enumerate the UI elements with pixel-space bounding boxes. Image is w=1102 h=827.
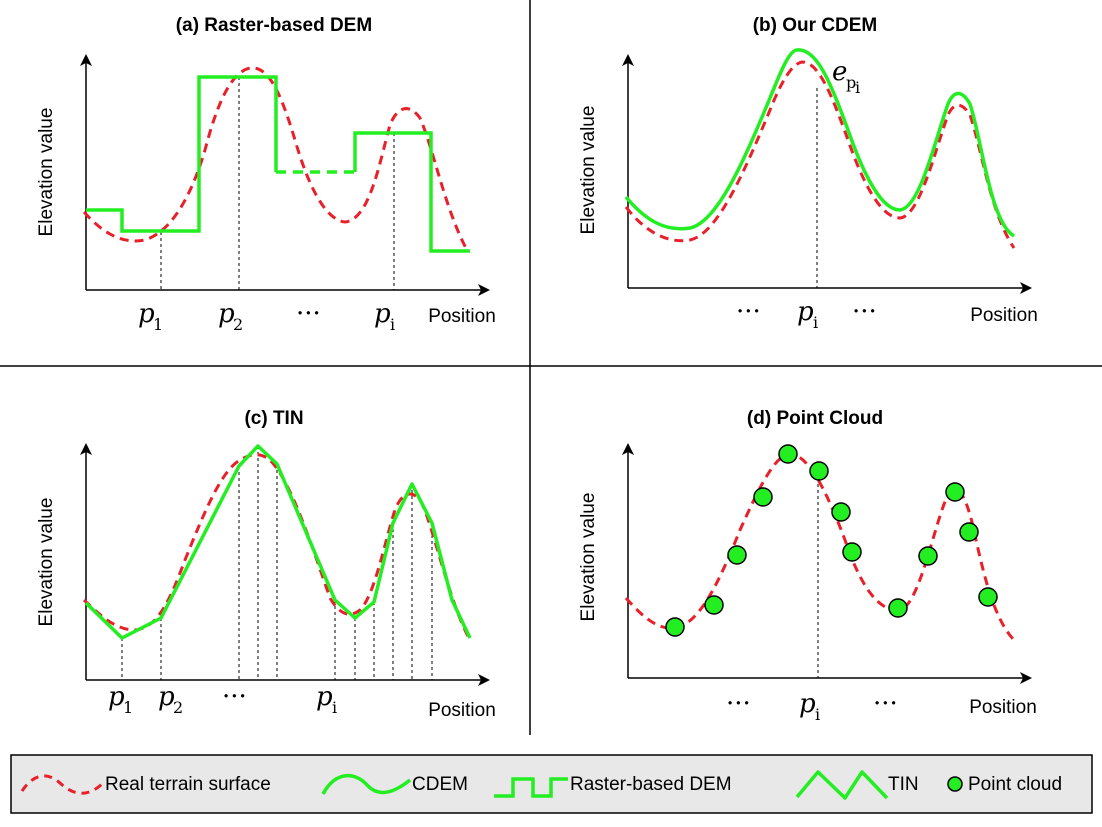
svg-text:i: i xyxy=(813,313,818,332)
panel-a: (a) Raster-based DEM Elevation value Pos… xyxy=(36,15,496,334)
point-cloud-marker xyxy=(959,522,979,542)
panel-b-tick-ellipsis-left: ··· xyxy=(736,297,761,327)
svg-text:p: p xyxy=(316,682,333,712)
panel-c-drop-lines xyxy=(121,446,433,680)
panel-c-title: (c) TIN xyxy=(244,408,303,429)
svg-text:p: p xyxy=(158,682,175,712)
panel-a-drop-lines xyxy=(160,77,395,290)
panel-b-real-terrain-curve xyxy=(624,60,1016,249)
point-cloud-marker xyxy=(888,598,908,618)
panel-b-xlabel: Position xyxy=(970,305,1038,326)
panel-d-tick-ellipsis-right: ··· xyxy=(873,689,898,719)
legend-cdem-swatch xyxy=(321,773,412,795)
legend-cdem-label: CDEM xyxy=(412,774,468,795)
point-cloud-marker xyxy=(945,482,965,502)
panel-b-tick-ellipsis-right: ··· xyxy=(852,297,877,327)
panel-c-xlabel: Position xyxy=(428,700,496,721)
panel-a-tick-p1: p1 xyxy=(138,299,163,334)
legend-point-cloud-swatch xyxy=(947,776,963,792)
panel-d-tick-ellipsis-left: ··· xyxy=(726,689,751,719)
point-cloud-marker xyxy=(704,595,724,615)
svg-text:i: i xyxy=(815,705,820,724)
point-cloud-marker xyxy=(753,487,773,507)
legend-real-terrain-label: Real terrain surface xyxy=(105,774,271,795)
legend-tin-swatch xyxy=(795,770,889,800)
panel-b-title: (b) Our CDEM xyxy=(753,15,878,36)
svg-text:p: p xyxy=(138,299,155,329)
svg-text:2: 2 xyxy=(233,315,243,334)
svg-text:2: 2 xyxy=(173,698,183,717)
panel-a-tick-p2: p2 xyxy=(218,299,243,334)
panel-c-ylabel: Elevation value xyxy=(36,498,57,627)
svg-text:p: p xyxy=(218,299,235,329)
panel-a-xlabel: Position xyxy=(428,306,496,327)
svg-text:i: i xyxy=(332,698,337,717)
panel-b-error-label: e p i xyxy=(832,57,860,97)
panel-d-points xyxy=(665,444,998,637)
panel-d-title: (d) Point Cloud xyxy=(747,408,883,429)
legend-point-cloud-label: Point cloud xyxy=(968,774,1062,795)
panel-a-tick-ellipsis: ··· xyxy=(296,299,321,329)
svg-text:1: 1 xyxy=(123,698,133,717)
panel-c-tin-line xyxy=(84,444,472,640)
panel-a-raster-dem-line xyxy=(86,75,470,253)
svg-text:1: 1 xyxy=(153,315,163,334)
panel-a-title: (a) Raster-based DEM xyxy=(176,15,372,36)
svg-text:p: p xyxy=(846,73,856,92)
legend-real-terrain-swatch xyxy=(20,774,104,795)
panel-c-tick-ellipsis: ··· xyxy=(222,682,247,712)
svg-text:p: p xyxy=(108,682,125,712)
point-cloud-marker xyxy=(809,461,829,481)
svg-text:p: p xyxy=(799,689,816,719)
panel-d-xlabel: Position xyxy=(969,697,1037,718)
panel-c-tick-p1: p1 xyxy=(108,682,133,717)
panel-d-ylabel: Elevation value xyxy=(578,493,599,622)
panel-c-tick-p2: p2 xyxy=(158,682,183,717)
panel-b-ylabel: Elevation value xyxy=(578,106,599,235)
panel-b: (b) Our CDEM Elevation value Position e … xyxy=(578,15,1038,332)
panel-c: (c) TIN Elevation value Position p1 p2 ·… xyxy=(36,408,496,721)
point-cloud-marker xyxy=(831,502,851,522)
legend-tin-label: TIN xyxy=(888,774,919,795)
svg-text:p: p xyxy=(797,297,814,327)
point-cloud-marker xyxy=(918,546,938,566)
point-cloud-marker xyxy=(778,444,798,464)
legend: Real terrain surface CDEM Raster-based D… xyxy=(10,754,1093,814)
svg-text:p: p xyxy=(374,299,391,329)
panel-a-real-terrain-curve xyxy=(82,66,470,253)
panel-a-ylabel: Elevation value xyxy=(36,108,57,237)
legend-raster-label: Raster-based DEM xyxy=(570,774,732,795)
panel-b-cdem-curve xyxy=(624,48,1016,238)
panel-d-real-terrain-curve xyxy=(624,452,1016,642)
point-cloud-marker xyxy=(978,587,998,607)
panel-d: (d) Point Cloud Elevation value Position… xyxy=(578,408,1037,724)
point-cloud-marker xyxy=(665,617,685,637)
point-cloud-marker xyxy=(727,545,747,565)
svg-text:i: i xyxy=(390,315,395,334)
svg-text:e: e xyxy=(832,57,847,87)
svg-text:i: i xyxy=(855,78,860,97)
point-cloud-marker xyxy=(842,542,862,562)
legend-raster-swatch xyxy=(494,777,568,798)
